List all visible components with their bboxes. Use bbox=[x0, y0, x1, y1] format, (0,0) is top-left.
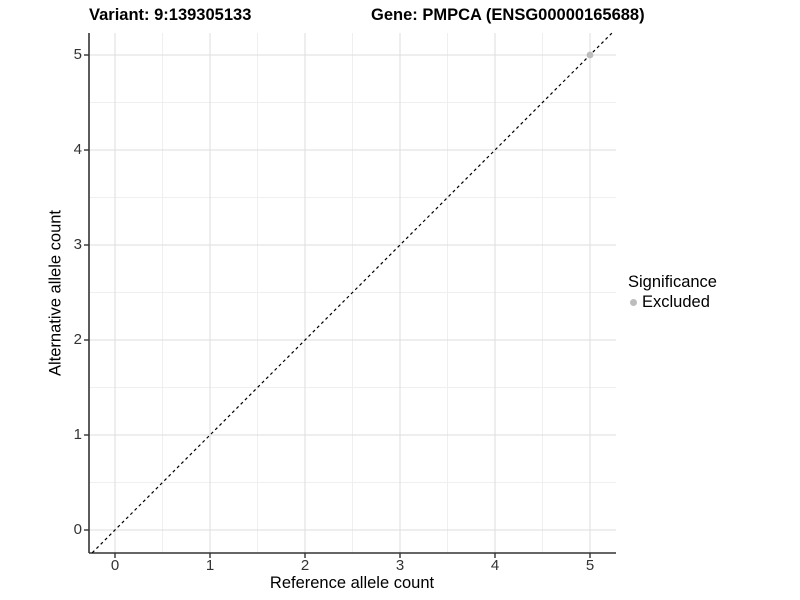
x-axis-title: Reference allele count bbox=[269, 574, 435, 592]
legend-title: Significance bbox=[628, 273, 717, 291]
y-tick-label: 2 bbox=[73, 331, 82, 348]
legend-item-label: Excluded bbox=[642, 293, 710, 311]
x-tick-label: 1 bbox=[205, 557, 215, 574]
x-tick-label: 3 bbox=[395, 557, 405, 574]
x-tick-label: 0 bbox=[110, 557, 120, 574]
y-tick-label: 0 bbox=[73, 521, 82, 538]
y-tick-label: 3 bbox=[73, 236, 82, 253]
gene-title: Gene: PMPCA (ENSG00000165688) bbox=[371, 6, 645, 24]
y-axis-title: Alternative allele count bbox=[46, 209, 65, 377]
x-tick-label: 2 bbox=[300, 557, 310, 574]
variant-title: Variant: 9:139305133 bbox=[89, 6, 252, 24]
y-tick-label: 4 bbox=[73, 141, 82, 158]
legend-item-excluded: Excluded bbox=[630, 293, 717, 312]
x-tick-label: 5 bbox=[585, 557, 595, 574]
y-tick-label: 1 bbox=[73, 426, 82, 443]
identity-reference-line bbox=[91, 32, 613, 554]
y-tick-label: 5 bbox=[73, 46, 82, 63]
x-tick-label: 4 bbox=[490, 557, 500, 574]
data-point-excluded bbox=[586, 51, 594, 59]
excluded-point-icon bbox=[630, 299, 637, 306]
legend: Significance Excluded bbox=[628, 273, 717, 312]
